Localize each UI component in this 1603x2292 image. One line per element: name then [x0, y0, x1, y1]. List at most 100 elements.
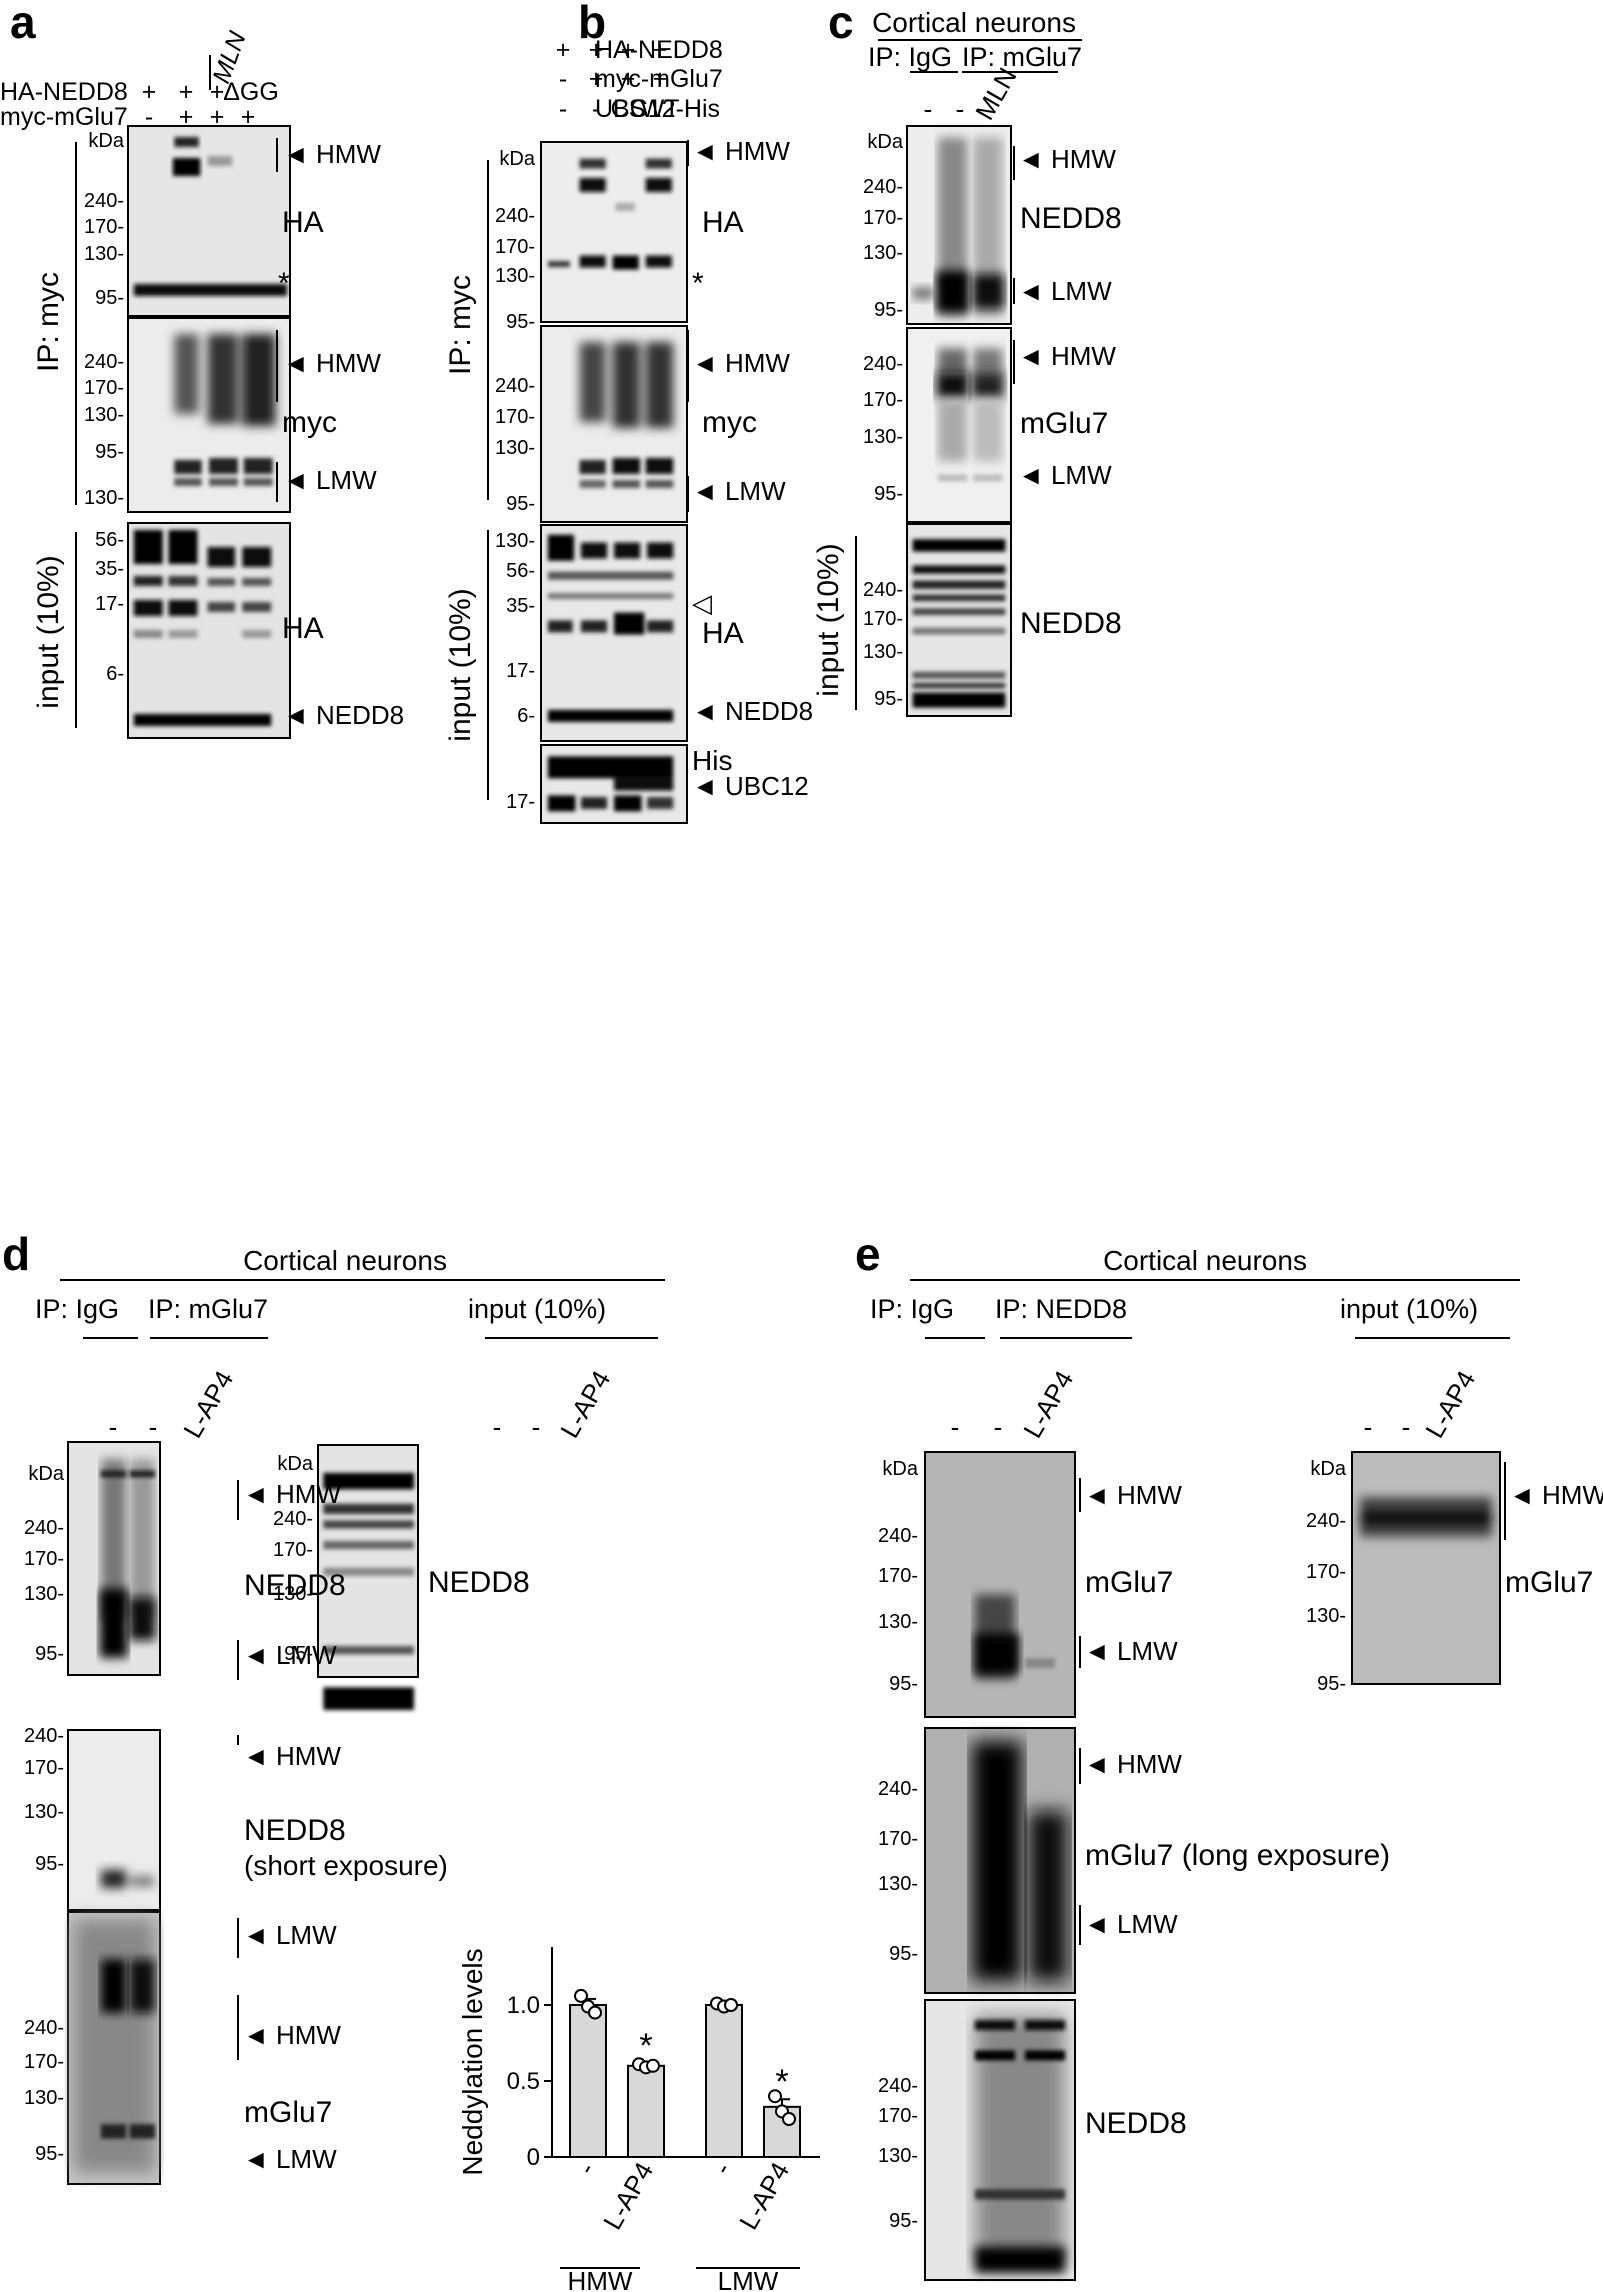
band-tag: ◄ HMW	[243, 1741, 341, 1771]
band-tag: ◄ HMW	[692, 136, 790, 166]
panel-title: Cortical neurons	[1103, 1245, 1307, 1276]
mw-marker: 130-	[24, 1583, 64, 1605]
mw-marker: 240-	[495, 375, 535, 397]
blot-target-label: NEDD8	[244, 1569, 346, 1602]
lane-label: -	[1364, 1412, 1373, 1442]
lane-label: -	[951, 1412, 960, 1442]
lane-mark: +	[653, 36, 668, 64]
mw-marker: 56-	[506, 560, 535, 582]
mw-marker: 170-	[863, 608, 903, 630]
mw-marker: 35-	[506, 595, 535, 617]
mw-marker: 130-	[878, 1873, 918, 1895]
lane-mark: ΔGG	[223, 78, 279, 106]
mw-marker: 240-	[84, 351, 124, 373]
mw-marker: 240-	[495, 205, 535, 227]
mw-marker: 130-	[878, 2145, 918, 2167]
panel-e: e Cortical neurons IP: IgG IP: NEDD8 inp…	[855, 1228, 1520, 2281]
mw-marker: 95-	[95, 287, 124, 309]
panel-letter-b: b	[578, 0, 606, 48]
mw-marker: 130-	[495, 437, 535, 459]
band-tag: ◄ HMW	[692, 348, 790, 378]
mw-marker: kDa	[882, 1458, 918, 1480]
smear-hmw	[174, 334, 276, 426]
blot-target-label: mGlu7	[244, 2096, 332, 2129]
mw-marker: 130-	[495, 265, 535, 287]
band-tag: ◄ LMW	[283, 465, 377, 495]
mw-marker: 240-	[1306, 1510, 1346, 1532]
band-lmw	[174, 458, 273, 486]
bar	[705, 2004, 743, 2158]
lane-mark: +	[621, 36, 636, 64]
mw-marker: 130-	[84, 243, 124, 265]
data-point	[768, 2089, 782, 2104]
blot-target-label: mGlu7	[1505, 1566, 1593, 1599]
header-label: UBC12-His	[595, 95, 720, 123]
mw-marker: 56-	[95, 529, 124, 551]
blot-target-label: myc	[282, 406, 337, 439]
panel-b: b HA-NEDD8 myc-mGlu7 UBC12-His + + + + -…	[495, 0, 723, 824]
mw-marker: 17-	[95, 593, 124, 615]
mw-marker: 6-	[517, 705, 535, 727]
ip-bands	[912, 137, 1004, 318]
x-category-label: L-AP4	[733, 2157, 795, 2235]
x-category-label: L-AP4	[597, 2157, 659, 2235]
band-tag: ◄ LMW	[692, 476, 786, 506]
input-label: input (10%)	[444, 588, 477, 741]
band	[547, 261, 570, 268]
mw-marker: 6-	[106, 663, 124, 685]
band	[645, 178, 672, 192]
header-label-ha-nedd8: HA-NEDD8	[0, 78, 128, 106]
significance-mark: *	[775, 2063, 788, 2101]
input-label: input (10%)	[812, 543, 845, 696]
band-nonspecific	[133, 284, 288, 296]
band	[615, 202, 635, 211]
mw-marker: 240-	[84, 190, 124, 212]
input-label: input (10%)	[32, 555, 65, 708]
mw-marker: 240-	[878, 1778, 918, 1800]
lane-mark: +	[210, 103, 225, 131]
y-axis-label: Neddylation levels	[457, 1948, 488, 2175]
panel-letter-e: e	[855, 1228, 881, 1280]
blot-target-label: mGlu7	[1020, 407, 1108, 440]
mw-marker: 240-	[878, 2075, 918, 2097]
significance-mark: *	[639, 2027, 652, 2065]
ip-bands	[975, 1594, 1055, 1680]
data-point	[724, 1998, 738, 2012]
his-bands	[547, 756, 674, 812]
blot-target-label: NEDD8	[428, 1566, 530, 1599]
mw-marker: 170-	[24, 2051, 64, 2073]
mw-marker: 240-	[24, 2017, 64, 2039]
y-tick-label: 0	[527, 2144, 540, 2171]
band	[579, 158, 606, 169]
band-lmw	[579, 458, 674, 488]
blot-target-label: NEDD8	[1020, 202, 1122, 235]
lane-label: -	[956, 94, 965, 124]
input-header: input (10%)	[1340, 1294, 1478, 1324]
input-bands	[1360, 1497, 1492, 1537]
lane-label: -	[149, 1412, 158, 1442]
blot-target-label: NEDD8	[1020, 607, 1122, 640]
blot-target-label: mGlu7	[1085, 1566, 1173, 1599]
band-tag: ◄ LMW	[1018, 276, 1112, 306]
band	[612, 255, 639, 270]
lane-label: -	[994, 1412, 1003, 1442]
band	[579, 178, 606, 192]
mw-marker: 130-	[1306, 1605, 1346, 1627]
data-point	[574, 1988, 588, 2003]
mw-marker: 95-	[35, 1853, 64, 1875]
ip-target-label: IP: NEDD8	[995, 1294, 1127, 1324]
mw-marker: 130-	[495, 530, 535, 552]
ip-bands	[100, 1869, 155, 1889]
band-hmw	[172, 158, 201, 176]
band-tag: ◄ LMW	[243, 2144, 337, 2174]
mw-marker: 130-	[863, 242, 903, 264]
band-tag: ◄ HMW	[1509, 1480, 1603, 1510]
header-label: myc-mGlu7	[595, 65, 723, 93]
band	[579, 255, 606, 268]
mw-marker: 170-	[863, 207, 903, 229]
ip-igg-label: IP: IgG	[868, 42, 952, 72]
lane-mark: +	[621, 65, 636, 93]
lane-mark: +	[589, 36, 604, 64]
